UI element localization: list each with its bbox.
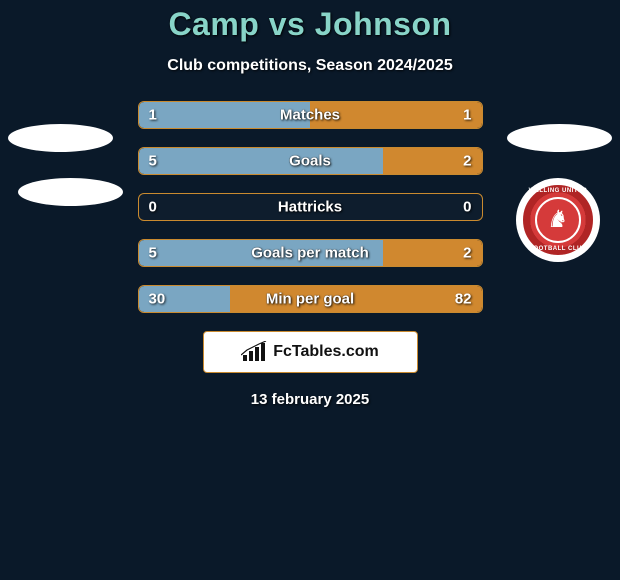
metric-label: Min per goal (266, 291, 354, 308)
metric-row: 0 0 Hattricks (138, 193, 483, 221)
metric-left-value: 5 (149, 245, 157, 262)
club-left-logo-placeholder (18, 178, 123, 206)
bar-chart-icon (241, 341, 267, 363)
metric-row: 30 82 Min per goal (138, 285, 483, 313)
metric-row: 1 1 Matches (138, 101, 483, 129)
metric-label: Hattricks (278, 199, 342, 216)
metric-right-value: 0 (463, 199, 471, 216)
badge-top-text: WELLING UNITED (529, 188, 588, 194)
metric-label: Matches (280, 107, 340, 124)
fctables-logo: FcTables.com (203, 331, 418, 373)
left-fill (139, 148, 384, 174)
fctables-logo-text: FcTables.com (273, 343, 379, 361)
badge-bottom-text: FOOTBALL CLUB (529, 246, 586, 252)
metric-left-value: 0 (149, 199, 157, 216)
metric-label: Goals (289, 153, 331, 170)
metric-right-value: 82 (455, 291, 472, 308)
metric-left-value: 30 (149, 291, 166, 308)
metric-left-value: 5 (149, 153, 157, 170)
comparison-date: 13 february 2025 (0, 391, 620, 408)
club-right-badge: WELLING UNITED ♞ FOOTBALL CLUB (516, 178, 600, 262)
page-title: Camp vs Johnson (0, 6, 620, 43)
metric-row: 5 2 Goals per match (138, 239, 483, 267)
page-subtitle: Club competitions, Season 2024/2025 (0, 57, 620, 75)
metric-right-value: 2 (463, 245, 471, 262)
metric-right-value: 2 (463, 153, 471, 170)
horse-icon: ♞ (547, 208, 569, 232)
metric-left-value: 1 (149, 107, 157, 124)
metric-row: 5 2 Goals (138, 147, 483, 175)
comparison-bars: 1 1 Matches 5 2 Goals 0 0 Hattricks 5 2 Goals per m… (138, 101, 483, 313)
player-right-avatar-placeholder (507, 124, 612, 152)
metric-right-value: 1 (463, 107, 471, 124)
metric-label: Goals per match (251, 245, 369, 262)
player-left-avatar-placeholder (8, 124, 113, 152)
